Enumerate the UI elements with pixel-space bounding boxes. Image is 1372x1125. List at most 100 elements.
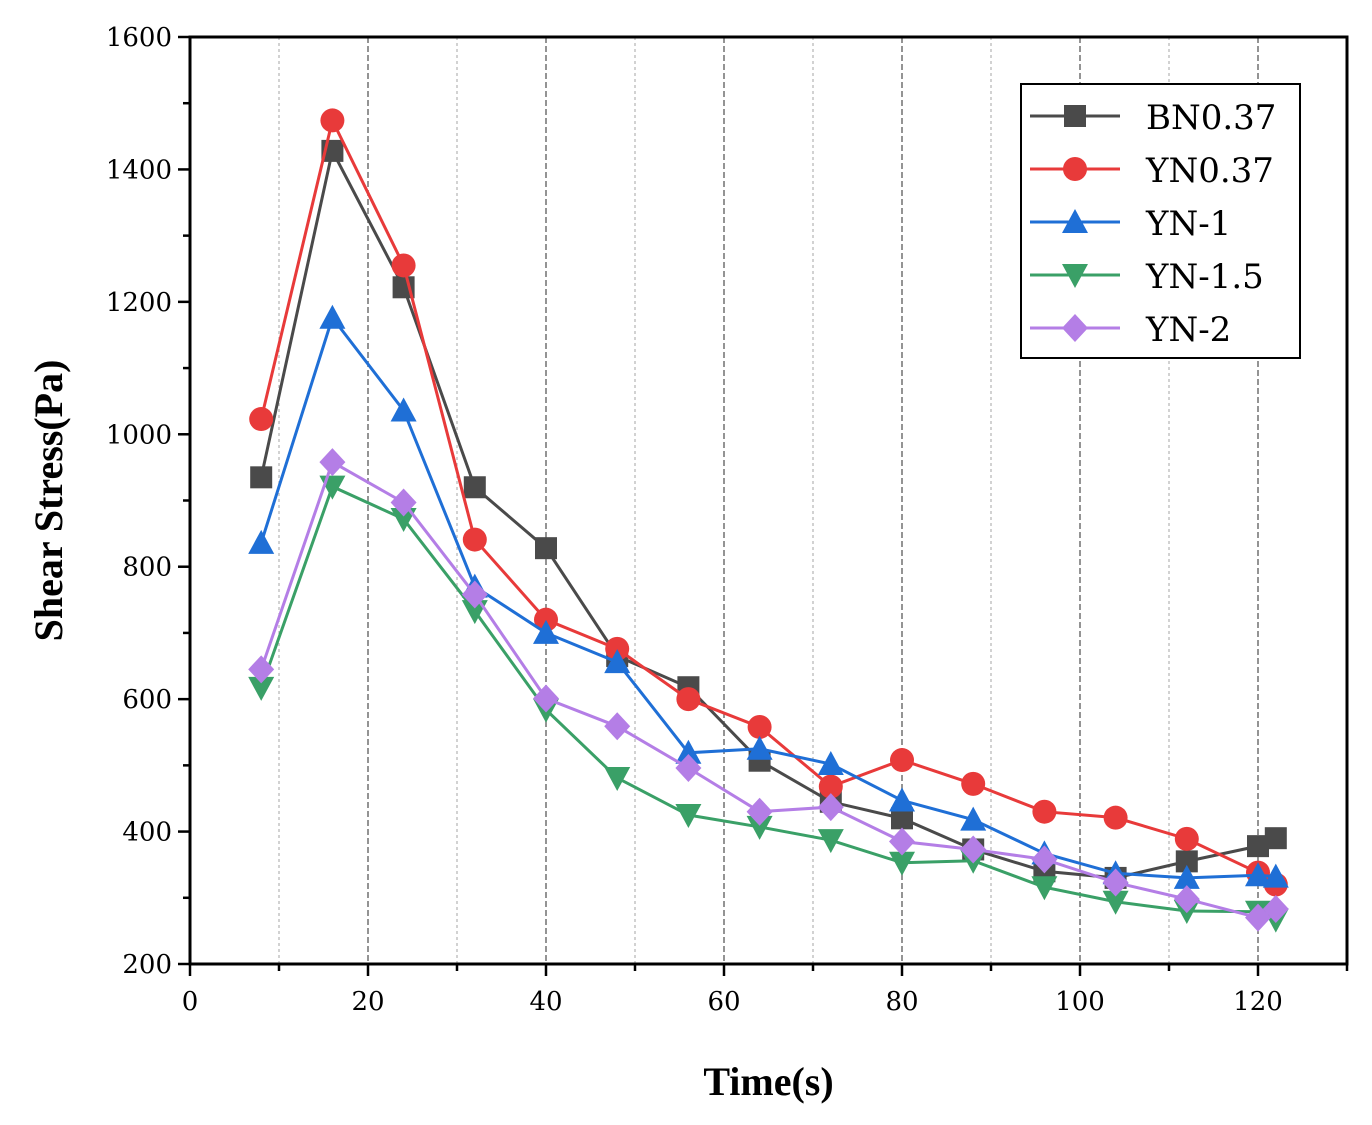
y-axis-ticks: 200 400 600 800 1000 1200 1400 1600: [106, 23, 190, 980]
data-point: [1175, 850, 1198, 873]
data-point: [675, 739, 702, 764]
data-point: [320, 108, 345, 133]
series-YN-1: [248, 304, 1289, 889]
data-point: [250, 466, 273, 489]
data-point: [319, 304, 346, 329]
data-point: [676, 687, 701, 712]
data-point: [746, 815, 773, 840]
legend-marker: [1064, 105, 1086, 127]
series-line: [259, 459, 1277, 920]
data-point: [1173, 864, 1200, 889]
data-point: [1173, 885, 1200, 914]
x-tick-label: 100: [1055, 987, 1105, 1017]
x-tick-label: 120: [1233, 987, 1283, 1017]
legend-marker: [1062, 209, 1088, 233]
y-tick-label: 600: [122, 685, 172, 715]
data-point: [461, 580, 488, 609]
data-point: [462, 527, 487, 552]
data-point: [391, 253, 416, 278]
data-point: [817, 829, 844, 854]
y-axis-title: Shear Stress(Pa): [26, 360, 71, 642]
legend-item: BN0.37: [1030, 98, 1276, 138]
x-tick-label: 20: [351, 987, 384, 1017]
data-point: [1262, 895, 1289, 924]
data-point: [249, 407, 274, 432]
data-point: [1174, 826, 1199, 851]
data-point: [889, 787, 915, 812]
x-axis-ticks: 0 20 40 60 80 100 120: [182, 964, 1349, 1017]
legend-marker: [1062, 314, 1088, 342]
legend-item: YN-1.5: [1030, 257, 1264, 297]
legend-label: BN0.37: [1146, 98, 1276, 138]
data-point: [248, 676, 275, 701]
legend-label: YN-1: [1145, 204, 1231, 244]
data-point: [319, 448, 346, 477]
data-point: [533, 619, 559, 644]
data-point: [390, 397, 417, 422]
y-tick-label: 200: [122, 950, 172, 980]
data-point: [1247, 835, 1269, 858]
data-point: [675, 804, 702, 829]
series-YN-1.5: [248, 475, 1289, 933]
data-point: [890, 748, 914, 773]
data-point: [1264, 827, 1287, 850]
data-point: [1245, 862, 1271, 887]
data-point: [889, 851, 915, 876]
data-point: [1102, 890, 1129, 915]
data-point: [818, 774, 843, 799]
data-point: [747, 714, 772, 739]
data-point: [746, 735, 773, 760]
series-line: [259, 484, 1277, 922]
data-point: [535, 537, 557, 560]
data-point: [604, 712, 631, 741]
legend-label: YN-1.5: [1145, 257, 1264, 297]
data-point: [463, 476, 486, 499]
data-point: [1032, 799, 1057, 824]
y-tick-label: 1200: [106, 288, 172, 318]
y-tick-label: 400: [122, 818, 172, 848]
data-point: [960, 806, 987, 831]
x-axis-title: Time(s): [703, 1059, 833, 1104]
data-point: [1031, 876, 1058, 901]
x-tick-label: 60: [707, 987, 740, 1017]
data-point: [1102, 868, 1129, 897]
y-tick-label: 1400: [106, 155, 172, 185]
y-tick-label: 1000: [106, 420, 172, 450]
legend-item: YN-2: [1030, 310, 1231, 350]
legend-item: YN0.37: [1030, 151, 1274, 191]
data-point: [961, 771, 986, 796]
series-line: [259, 146, 1277, 880]
data-point: [248, 529, 275, 554]
data-point: [960, 835, 987, 864]
x-tick-label: 40: [529, 987, 562, 1017]
data-point: [817, 793, 844, 822]
data-point: [248, 655, 275, 684]
data-point: [746, 797, 773, 826]
data-point: [817, 751, 844, 776]
data-point: [390, 508, 417, 533]
y-tick-label: 1600: [106, 23, 172, 53]
data-point: [889, 827, 915, 856]
legend-label: YN0.37: [1145, 151, 1274, 191]
data-point: [390, 488, 417, 517]
x-tick-label: 0: [182, 987, 199, 1017]
data-point: [1103, 805, 1128, 830]
legend-marker: [1063, 157, 1087, 181]
series-YN-2: [248, 448, 1289, 932]
legend-label: YN-2: [1145, 310, 1231, 350]
series-line: [259, 314, 1276, 880]
data-point: [604, 649, 631, 674]
legend: BN0.37 YN0.37 YN-1 YN-1.5 YN-2: [1020, 83, 1301, 359]
data-point: [1031, 845, 1058, 874]
data-point: [604, 766, 631, 791]
y-tick-label: 800: [122, 553, 172, 583]
data-point: [891, 807, 913, 830]
data-point: [675, 754, 702, 783]
data-point: [1262, 863, 1289, 888]
data-point: [533, 684, 559, 713]
legend-item: YN-1: [1030, 204, 1231, 244]
data-point: [534, 607, 558, 632]
data-point: [605, 636, 630, 661]
x-tick-label: 80: [885, 987, 918, 1017]
